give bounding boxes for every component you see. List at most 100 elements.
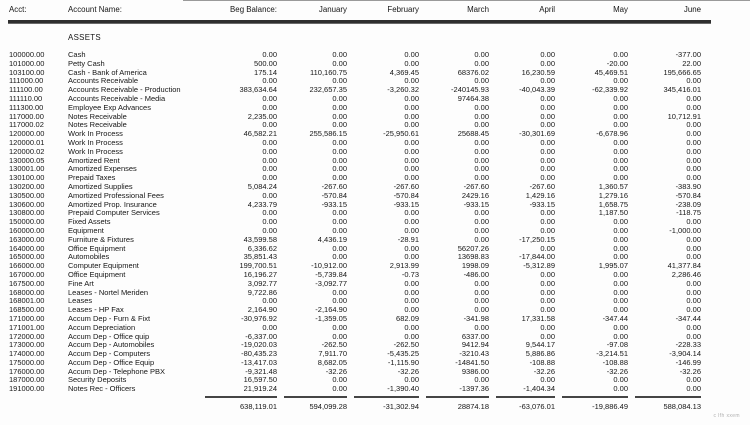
beg-balance-value: 0.00	[262, 296, 277, 306]
march-value: 2429.16	[461, 190, 489, 200]
account-number: 175000.00	[9, 357, 45, 367]
account-number: 100000.00	[9, 50, 45, 59]
june-value: -32.26	[679, 366, 701, 376]
april-value: 0.00	[540, 296, 555, 306]
table-row: 172000.00 Accum Dep - Office quip -6,337…	[0, 331, 750, 342]
account-name: Amortized Professional Fees	[68, 191, 164, 200]
february-value: 0.00	[404, 146, 419, 156]
account-number: 171000.00	[9, 313, 45, 323]
top-edge-line	[183, 0, 750, 1]
account-number: 120000.00	[9, 129, 45, 139]
january-value: 0.00	[332, 208, 347, 218]
account-name: Notes Receivable	[68, 112, 127, 121]
january-value: 0.00	[332, 120, 347, 130]
account-name: Accum Dep - Telephone PBX	[68, 367, 165, 376]
february-value: -3,260.32	[387, 85, 419, 95]
april-value: 0.00	[540, 322, 555, 332]
february-value: -28.91	[397, 234, 419, 244]
table-row: 120000.00 Work In Process 46,582.21 255,…	[0, 129, 750, 139]
may-value: 1,360.57	[598, 181, 628, 191]
account-name: Equipment	[68, 226, 104, 235]
total-june: 588,084.13	[663, 402, 701, 411]
march-value: 0.00	[474, 146, 489, 156]
june-value: 0.00	[686, 331, 701, 341]
june-value: -3,904.14	[669, 349, 701, 359]
january-value: -933.15	[321, 199, 347, 209]
beg-balance-value: 175.14	[254, 67, 277, 77]
june-value: -383.90	[675, 181, 701, 191]
june-value: -146.99	[675, 357, 701, 367]
may-value: 0.00	[613, 120, 628, 130]
account-name: Fine Art	[68, 279, 94, 288]
february-value: 0.00	[404, 120, 419, 130]
february-value: -5,435.25	[387, 349, 419, 359]
april-value: 1,429.16	[525, 190, 555, 200]
totals-separator	[284, 396, 347, 398]
may-value: 0.00	[613, 146, 628, 156]
january-value: -2,164.90	[315, 305, 347, 315]
account-number: 163000.00	[9, 234, 45, 244]
april-value: 0.00	[540, 164, 555, 174]
account-name: Accum Dep - Office quip	[68, 332, 150, 341]
april-value: 0.00	[540, 120, 555, 130]
header-march: March	[467, 5, 489, 14]
june-value: 0.00	[686, 102, 701, 112]
january-value: 0.00	[332, 384, 347, 394]
account-number: 172000.00	[9, 331, 45, 341]
june-value: 2,286.46	[671, 269, 701, 279]
march-value: 0.00	[474, 58, 489, 68]
account-number: 176000.00	[9, 366, 45, 376]
beg-balance-value: -6,337.00	[245, 331, 277, 341]
february-value: 0.00	[404, 58, 419, 68]
account-number: 168001.00	[9, 296, 45, 306]
table-row: 166000.00 Computer Equipment 199,700.51 …	[0, 261, 750, 271]
february-value: -267.60	[393, 181, 419, 191]
april-value: 0.00	[540, 278, 555, 288]
march-value: 0.00	[474, 375, 489, 385]
beg-balance-value: 0.00	[262, 102, 277, 112]
total-may: -19,886.49	[592, 402, 628, 411]
march-value: 6337.00	[461, 331, 489, 341]
account-name: Employee Exp Advances	[68, 103, 151, 112]
june-value: 345,416.01	[663, 85, 701, 95]
table-row: 130001.00 Amortized Expenses 0.00 0.00 0…	[0, 165, 750, 174]
header-account-name: Account Name:	[68, 5, 122, 14]
table-row: 130200.00 Amortized Supplies 5,084.24 -2…	[0, 181, 750, 192]
account-number: 168500.00	[9, 305, 45, 315]
april-value: -108.88	[529, 357, 555, 367]
account-number: 117000.02	[9, 120, 44, 130]
june-value: -1,000.00	[669, 225, 701, 235]
april-value: 0.00	[540, 208, 555, 218]
table-row: 111300.00 Employee Exp Advances 0.00 0.0…	[0, 102, 750, 113]
june-value: 0.00	[686, 305, 701, 315]
beg-balance-value: 46,582.21	[243, 129, 277, 139]
account-name: Cash	[68, 51, 86, 59]
january-value: -1,359.05	[315, 313, 347, 323]
account-number: 168000.00	[9, 287, 45, 297]
april-value: 0.00	[540, 137, 555, 147]
march-value: 0.00	[474, 102, 489, 112]
june-value: 10,712.91	[667, 111, 701, 121]
june-value: 0.00	[686, 322, 701, 332]
may-value: 1,995.07	[598, 261, 628, 271]
february-value: 0.00	[404, 137, 419, 147]
april-value: 9,544.17	[525, 340, 555, 350]
june-value: 0.00	[686, 173, 701, 183]
table-row: 111110.00 Accounts Receivable - Media 0.…	[0, 94, 750, 104]
may-value: 0.00	[613, 102, 628, 112]
april-value: 0.00	[540, 58, 555, 68]
march-value: 9412.94	[461, 340, 489, 350]
march-value: -486.00	[463, 269, 489, 279]
account-name: Petty Cash	[68, 59, 105, 68]
june-value: 0.00	[686, 296, 701, 306]
april-value: 0.00	[540, 173, 555, 183]
beg-balance-value: 0.00	[262, 322, 277, 332]
header-may: May	[613, 5, 628, 14]
march-value: 0.00	[474, 225, 489, 235]
may-value: 0.00	[613, 50, 628, 59]
april-value: 0.00	[540, 269, 555, 279]
table-row: 130800.00 Prepaid Computer Services 0.00…	[0, 209, 750, 218]
beg-balance-value: 0.00	[262, 50, 277, 59]
account-name: Accum Dep - Furn & Fixt	[68, 314, 151, 323]
total-beg-balance: 638,119.01	[240, 402, 277, 411]
